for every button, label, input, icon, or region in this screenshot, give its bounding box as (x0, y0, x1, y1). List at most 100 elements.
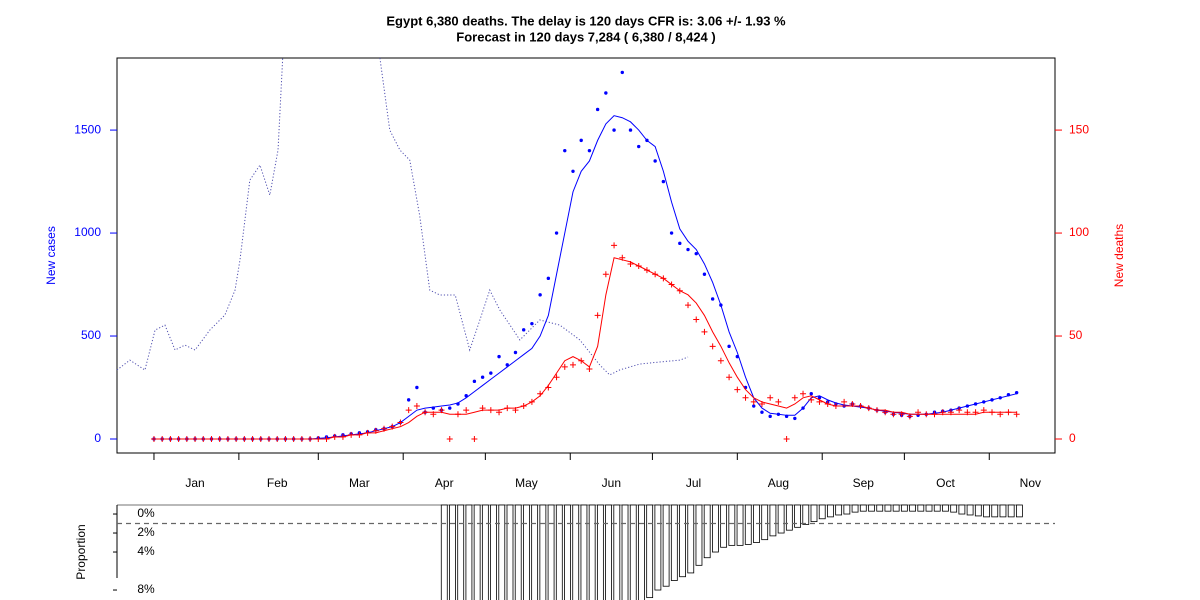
case-point (513, 350, 518, 355)
bar (802, 504, 810, 525)
chart-subtitle: Forecast in 120 days 7,284 ( 6,380 / 8,4… (456, 29, 715, 44)
case-point (546, 276, 551, 281)
y2-axis-label: New deaths (1112, 224, 1126, 287)
case-point (489, 371, 493, 375)
death-point (841, 398, 848, 405)
y-tick-label: 8% (137, 582, 155, 596)
bar (449, 504, 456, 600)
death-point (956, 407, 963, 414)
bar (539, 504, 547, 600)
bar (490, 504, 497, 600)
death-point (446, 435, 453, 442)
case-point (752, 404, 756, 408)
case-point (579, 138, 583, 143)
bar (892, 504, 900, 512)
death-point (800, 390, 807, 397)
case-point (612, 128, 616, 132)
case-point (538, 293, 542, 297)
y-axis-label: Proportion (74, 524, 88, 579)
death-point (397, 419, 404, 426)
death-point (685, 302, 692, 309)
death-point (693, 316, 700, 323)
death-point (602, 271, 609, 278)
y-axis-label: New cases (44, 226, 58, 285)
bar (884, 504, 892, 512)
bar (555, 504, 563, 600)
bar (506, 504, 514, 600)
death-point (413, 403, 420, 410)
bar (900, 504, 908, 512)
case-point (497, 354, 501, 359)
case-point (472, 379, 477, 384)
death-point (463, 407, 470, 414)
y2-tick-label: 100 (1069, 225, 1089, 239)
bar (473, 504, 481, 600)
plot-frame (116, 57, 1056, 454)
bar (835, 504, 843, 516)
death-point (750, 398, 757, 405)
y-tick-label: 500 (81, 328, 101, 342)
case-point (604, 91, 608, 95)
case-point (669, 231, 674, 235)
x-tick-label: Oct (936, 476, 955, 490)
case-point (686, 247, 690, 252)
bar (933, 504, 941, 512)
case-point (768, 414, 772, 419)
bar (588, 504, 596, 600)
case-point (530, 321, 534, 326)
y-tick-label: 2% (137, 525, 155, 539)
y2-tick-label: 150 (1069, 122, 1089, 136)
bar (925, 504, 933, 512)
case-point (521, 328, 526, 332)
bar (646, 504, 654, 599)
bar (761, 504, 769, 541)
dotted-line (116, 57, 689, 376)
death-point (742, 394, 749, 401)
x-tick-label: Apr (435, 476, 454, 490)
case-point (760, 410, 764, 414)
bar (868, 504, 875, 512)
y2-tick-label: 0 (1069, 431, 1076, 445)
case-point (628, 128, 633, 132)
bar (481, 504, 489, 600)
case-point (587, 148, 592, 153)
x-tick-label: Aug (768, 476, 789, 490)
case-point (702, 272, 707, 276)
bar (703, 504, 711, 559)
bar (514, 504, 522, 600)
death-point (709, 343, 716, 350)
bar (744, 504, 752, 545)
x-tick-label: Jan (185, 476, 204, 490)
case-point (571, 169, 575, 173)
bar (662, 504, 670, 587)
x-tick-label: Jul (686, 476, 701, 490)
bar (851, 504, 859, 513)
death-point (734, 386, 741, 393)
bar (465, 504, 473, 600)
death-point (701, 328, 708, 335)
bar (999, 504, 1007, 518)
bar (728, 504, 736, 546)
bar (777, 504, 785, 534)
death-point (405, 407, 412, 414)
bar (966, 504, 974, 516)
bar (1007, 504, 1015, 518)
x-tick-label: Jun (602, 476, 621, 490)
death-point (808, 396, 815, 403)
y-tick-label: 4% (137, 544, 155, 558)
death-point (783, 435, 790, 442)
death-point (726, 374, 733, 381)
bar (654, 504, 662, 591)
x-tick-label: Nov (1020, 476, 1041, 490)
bar (670, 504, 678, 581)
x-tick-label: May (515, 476, 538, 490)
y-tick-label: 1500 (74, 122, 101, 136)
death-point (594, 312, 601, 319)
case-point (595, 107, 600, 112)
case-point (817, 396, 822, 400)
case-point (406, 398, 411, 402)
bar (974, 504, 982, 517)
bar (983, 504, 990, 518)
bar (1015, 504, 1023, 518)
case-point (620, 70, 624, 75)
